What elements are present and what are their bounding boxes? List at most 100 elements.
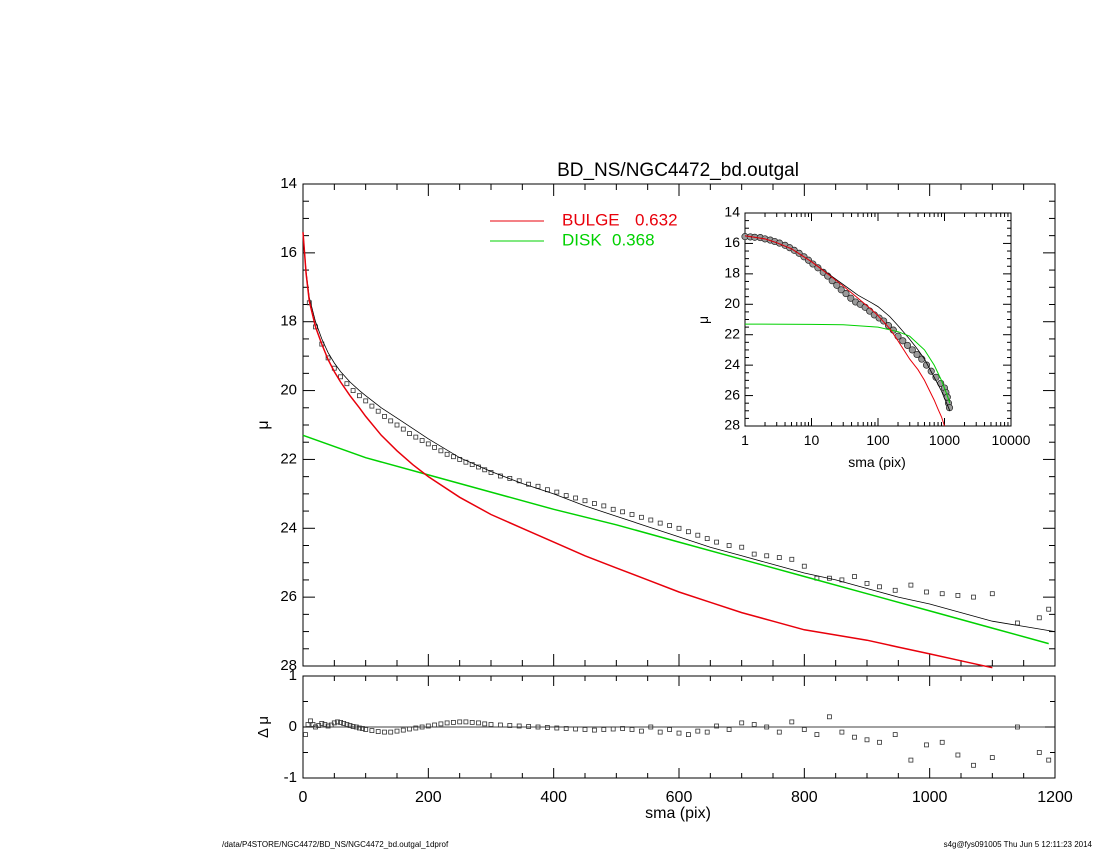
main-data-point: [407, 431, 412, 437]
residual-point: [322, 722, 328, 727]
residual-point: [335, 719, 340, 725]
inset-data-point: [908, 346, 916, 354]
residual-point: [714, 723, 719, 729]
inset-series: [741, 233, 954, 427]
residual-point: [989, 755, 995, 760]
main-data-point: [939, 591, 945, 597]
main-data-point: [657, 520, 663, 526]
residual-point: [971, 762, 976, 768]
residual-point: [955, 752, 961, 758]
main-data-point: [764, 553, 770, 559]
main-data-point: [344, 381, 350, 387]
residual-point: [739, 720, 745, 726]
inset-data-point: [903, 341, 912, 349]
main-data-point: [695, 532, 701, 538]
main-y-tick-label: 28: [280, 657, 297, 674]
main-series: [302, 232, 1056, 669]
legend-bulge-label: BULGE: [562, 210, 620, 229]
inset-y-tick-label: 14: [724, 204, 740, 220]
residual-point: [601, 727, 607, 732]
main-y-axis-label: μ: [255, 420, 272, 429]
residual-point: [507, 723, 513, 728]
main-data-point: [639, 514, 644, 520]
main-data-point: [369, 403, 375, 409]
main-data-point: [516, 478, 522, 484]
inset-data-point: [842, 290, 850, 298]
residual-point: [667, 727, 672, 732]
residual-point: [375, 729, 381, 734]
main-data-point: [864, 581, 870, 586]
residual-point: [695, 728, 701, 734]
main-y-tick-label: 16: [280, 244, 297, 261]
residual-point: [350, 724, 356, 729]
residual-y-axis-label: Δ μ: [255, 716, 272, 738]
residual-point: [827, 714, 832, 720]
residual-point: [457, 719, 463, 725]
main-data-point: [852, 574, 857, 579]
residual-point: [573, 726, 578, 732]
main-data-point: [394, 422, 400, 428]
residual-point: [610, 726, 616, 732]
inset-y-tick-label: 24: [724, 356, 740, 372]
main-data-point: [563, 493, 569, 499]
residual-point: [319, 721, 325, 726]
x-tick-label: 1000: [912, 789, 948, 806]
inset-data-point: [884, 322, 893, 330]
residual-point: [476, 720, 481, 726]
residual-point: [852, 734, 857, 740]
residual-point: [839, 729, 845, 735]
main-data-point: [989, 591, 995, 597]
residual-point: [545, 725, 550, 730]
inset-data-point: [809, 260, 817, 268]
inset-y-axis-label: μ: [695, 316, 711, 324]
residual-point: [497, 722, 503, 728]
residual-point: [310, 722, 316, 727]
main-data-point: [776, 555, 782, 560]
main-data-point: [676, 525, 682, 531]
main-data-point: [924, 589, 929, 595]
residual-point: [360, 726, 365, 731]
legend-disk-value: 0.368: [612, 230, 655, 249]
main-data-point: [432, 444, 438, 450]
residual-point: [419, 724, 425, 730]
residual-point: [388, 729, 394, 735]
residual-point: [620, 726, 625, 731]
residual-point: [482, 721, 488, 727]
residual-point: [516, 723, 522, 729]
x-tick-label: 800: [791, 789, 818, 806]
inset-y-tick-label: 16: [724, 234, 740, 250]
legend-bulge-value: 0.632: [635, 210, 678, 229]
main-data-point: [1015, 620, 1020, 626]
residual-point: [450, 720, 456, 725]
residual-point: [438, 721, 444, 727]
inset-data-point: [833, 281, 841, 289]
residual-point: [432, 722, 438, 728]
main-data-point: [363, 398, 369, 404]
inset-y-tick-label: 20: [724, 295, 740, 311]
main-data-point: [438, 448, 444, 454]
residual-point: [303, 732, 308, 737]
main-data-point: [648, 517, 654, 523]
inset-x-axis-label: sma (pix): [848, 454, 906, 470]
x-tick-label: 200: [415, 789, 442, 806]
inset-data-point: [913, 350, 921, 359]
main-data-point: [338, 374, 344, 380]
inset-y-ticks: 14 16 18 20 22 24 26 28: [724, 204, 1011, 433]
main-data-point: [388, 418, 394, 424]
x-tick-label: 400: [540, 789, 567, 806]
x-tick-label: 600: [666, 789, 693, 806]
residual-point: [305, 722, 311, 727]
main-data-point: [620, 509, 625, 515]
legend: BULGE 0.632 DISK 0.368: [490, 210, 678, 249]
residual-point: [704, 729, 710, 735]
residual-point: [801, 727, 807, 732]
residual-point: [686, 732, 691, 737]
main-data-point: [582, 498, 588, 504]
main-data-point: [554, 489, 560, 495]
residual-point: [425, 723, 431, 729]
inset-data-point: [847, 294, 855, 302]
residual-point: [526, 724, 531, 729]
main-data-point: [971, 594, 976, 600]
residual-point: [582, 727, 588, 732]
